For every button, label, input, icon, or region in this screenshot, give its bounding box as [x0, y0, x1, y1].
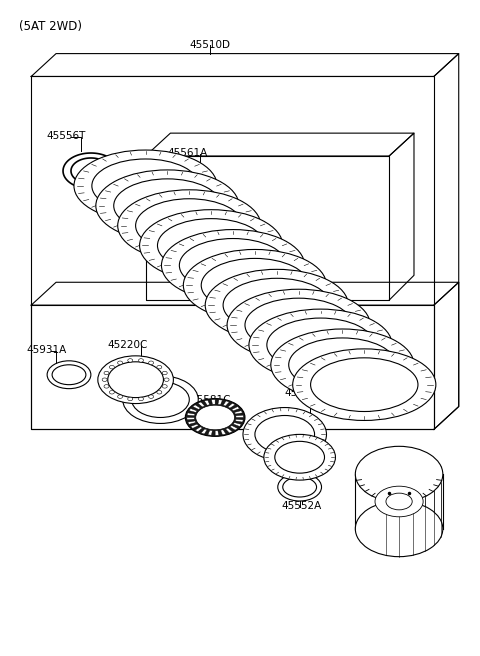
Text: 45554A: 45554A	[285, 388, 325, 398]
Ellipse shape	[132, 382, 189, 417]
Polygon shape	[195, 427, 203, 432]
Ellipse shape	[118, 190, 261, 261]
Ellipse shape	[180, 239, 287, 292]
Ellipse shape	[118, 395, 122, 398]
Polygon shape	[230, 426, 238, 430]
Ellipse shape	[162, 384, 167, 388]
Ellipse shape	[96, 170, 239, 241]
Ellipse shape	[108, 362, 164, 398]
Ellipse shape	[183, 249, 326, 321]
Ellipse shape	[157, 218, 265, 272]
Polygon shape	[228, 403, 235, 408]
Polygon shape	[235, 419, 243, 422]
Ellipse shape	[114, 179, 221, 233]
Ellipse shape	[102, 378, 107, 381]
Ellipse shape	[109, 390, 114, 394]
Text: 45571A: 45571A	[384, 451, 424, 461]
Polygon shape	[212, 400, 215, 404]
Ellipse shape	[288, 338, 396, 392]
Text: 45220C: 45220C	[108, 340, 148, 350]
Ellipse shape	[149, 395, 154, 398]
Polygon shape	[223, 401, 229, 406]
Ellipse shape	[267, 318, 374, 372]
Ellipse shape	[92, 159, 199, 213]
Ellipse shape	[275, 441, 324, 473]
Ellipse shape	[255, 415, 314, 453]
Ellipse shape	[223, 278, 330, 332]
Ellipse shape	[118, 361, 122, 365]
Ellipse shape	[74, 150, 217, 222]
Ellipse shape	[157, 390, 162, 394]
Ellipse shape	[128, 398, 132, 401]
Text: 45556T: 45556T	[46, 131, 85, 141]
Ellipse shape	[123, 376, 198, 423]
Ellipse shape	[128, 359, 132, 362]
Text: 45931A: 45931A	[26, 345, 67, 355]
Polygon shape	[204, 400, 210, 405]
Ellipse shape	[201, 258, 309, 312]
Ellipse shape	[104, 371, 109, 375]
Ellipse shape	[205, 270, 348, 341]
Ellipse shape	[109, 365, 114, 369]
Ellipse shape	[311, 358, 418, 411]
Ellipse shape	[162, 371, 167, 375]
Polygon shape	[201, 429, 207, 434]
Text: 45561A: 45561A	[168, 148, 208, 158]
Text: 45510D: 45510D	[190, 39, 231, 50]
Polygon shape	[226, 428, 232, 433]
Ellipse shape	[157, 365, 162, 369]
Ellipse shape	[386, 493, 412, 510]
Polygon shape	[233, 422, 241, 426]
Polygon shape	[236, 415, 243, 417]
Text: 45552A: 45552A	[282, 501, 322, 511]
Ellipse shape	[293, 349, 436, 420]
Ellipse shape	[140, 210, 283, 281]
Ellipse shape	[283, 477, 316, 497]
Ellipse shape	[278, 473, 322, 501]
Ellipse shape	[243, 407, 326, 461]
Polygon shape	[187, 413, 195, 416]
Polygon shape	[208, 430, 213, 436]
Ellipse shape	[104, 384, 109, 388]
Polygon shape	[191, 424, 199, 428]
Ellipse shape	[47, 361, 91, 388]
Ellipse shape	[196, 405, 235, 430]
Polygon shape	[234, 411, 242, 414]
Polygon shape	[192, 405, 200, 409]
Polygon shape	[187, 417, 194, 420]
Ellipse shape	[264, 434, 336, 480]
Polygon shape	[232, 407, 240, 411]
Ellipse shape	[185, 399, 245, 436]
Ellipse shape	[227, 289, 370, 361]
Polygon shape	[215, 430, 219, 436]
Polygon shape	[218, 400, 222, 405]
Ellipse shape	[136, 199, 243, 253]
Ellipse shape	[161, 230, 305, 301]
Ellipse shape	[139, 359, 144, 362]
Ellipse shape	[375, 486, 423, 517]
Text: 45581C: 45581C	[190, 395, 231, 405]
Ellipse shape	[164, 378, 169, 381]
Polygon shape	[220, 430, 226, 435]
Polygon shape	[198, 402, 204, 407]
Ellipse shape	[139, 398, 144, 401]
Ellipse shape	[149, 361, 154, 365]
Ellipse shape	[52, 365, 86, 384]
Ellipse shape	[355, 446, 443, 502]
Ellipse shape	[271, 329, 414, 401]
Ellipse shape	[249, 309, 392, 380]
Ellipse shape	[355, 501, 443, 557]
Polygon shape	[189, 409, 197, 413]
Ellipse shape	[98, 356, 173, 403]
Text: (5AT 2WD): (5AT 2WD)	[19, 20, 82, 33]
Polygon shape	[188, 421, 196, 424]
Ellipse shape	[245, 298, 352, 352]
